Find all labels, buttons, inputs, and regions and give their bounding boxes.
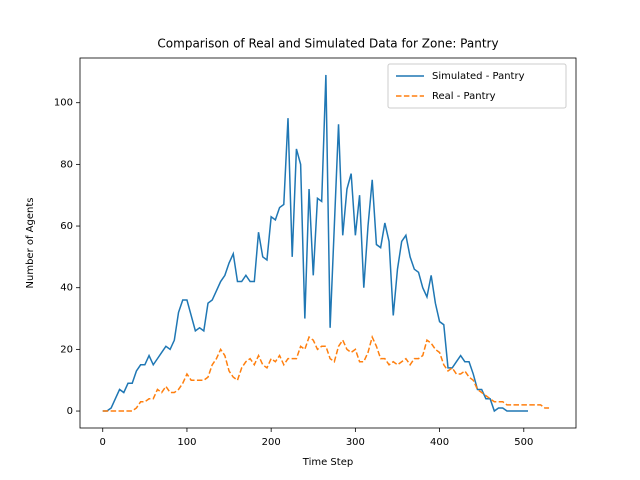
x-axis-label: Time Step: [302, 457, 353, 468]
y-tick-label: 0: [67, 406, 73, 417]
legend-label: Real - Pantry: [432, 91, 496, 102]
chart-title: Comparison of Real and Simulated Data fo…: [157, 37, 498, 51]
y-tick-label: 80: [60, 159, 73, 170]
y-tick-label: 60: [60, 221, 73, 232]
legend: Simulated - Pantry Real - Pantry: [387, 63, 567, 109]
x-tick-label: 300: [346, 437, 365, 448]
x-tick-label: 100: [177, 437, 196, 448]
y-axis-label: Number of Agents: [25, 198, 36, 289]
plot-frame: [79, 57, 577, 429]
x-tick-label: 400: [430, 437, 449, 448]
x-tick-label: 200: [262, 437, 281, 448]
y-tick-label: 40: [60, 283, 73, 294]
x-tick-label: 0: [100, 437, 106, 448]
legend-label: Simulated - Pantry: [432, 71, 525, 82]
legend-box: [387, 63, 567, 109]
y-tick-label: 100: [54, 98, 73, 109]
y-tick-label: 20: [60, 344, 73, 355]
data-line: [102, 74, 528, 413]
x-tick-label: 500: [514, 437, 533, 448]
